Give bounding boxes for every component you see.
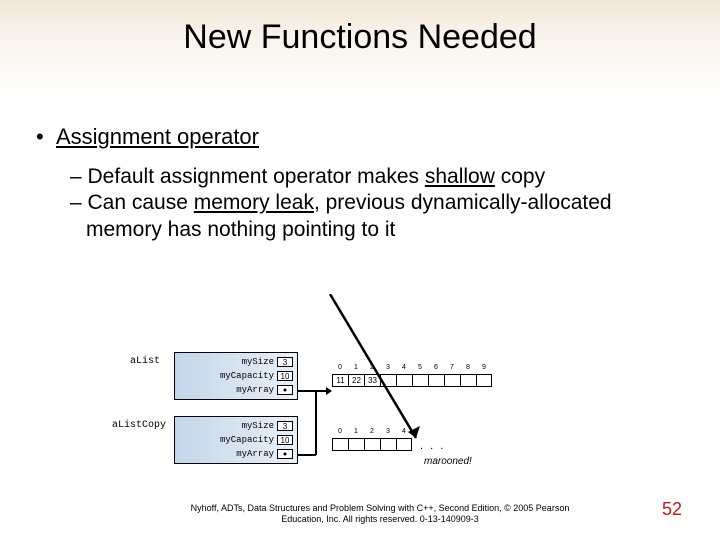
footer: Nyhoff, ADTs, Data Structures and Proble…	[0, 503, 720, 526]
obj1-ptr	[277, 385, 293, 395]
obj2-block: mySize3 myCapacity10 myArray	[174, 416, 298, 464]
ptr-arrow-obj2-seg1	[298, 454, 316, 456]
l2-1-prefix: Default assignment operator makes	[88, 165, 425, 188]
obj2-ptr	[277, 449, 293, 459]
obj2-cap-label: myCapacity	[220, 435, 274, 445]
l2-1-suffix: copy	[495, 165, 545, 188]
obj1-name: aList	[130, 356, 160, 367]
bullet-l2-line2: Can cause memory leak, previous dynamica…	[70, 190, 686, 243]
cite-line1: Nyhoff, ADTs, Data Structures and Proble…	[191, 503, 570, 513]
l2-2-prefix: Can cause	[88, 191, 194, 214]
obj1-cap-val: 10	[277, 371, 293, 381]
content-area: Assignment operator Default assignment o…	[36, 124, 686, 243]
memory-diagram: aList mySize3 myCapacity10 myArray 01234…	[140, 352, 580, 480]
obj2-cap-val: 10	[277, 435, 293, 445]
obj2-size-label: mySize	[242, 421, 274, 431]
slide-title: New Functions Needed	[0, 0, 720, 57]
bullet-level2-group: Default assignment operator makes shallo…	[36, 164, 686, 243]
l2-2-underlined: memory leak	[194, 191, 314, 214]
ptr-arrow-obj2-seg2	[315, 390, 317, 455]
bullet-level1: Assignment operator	[36, 124, 686, 150]
obj1-cap-label: myCapacity	[220, 371, 274, 381]
bullet-l1-text: Assignment operator	[56, 124, 259, 149]
obj1-arr-label: myArray	[236, 385, 274, 395]
cite-line2: Education, Inc. All rights reserved. 0-1…	[281, 514, 479, 524]
citation: Nyhoff, ADTs, Data Structures and Proble…	[100, 503, 660, 526]
marooned-label: marooned!	[424, 456, 472, 467]
obj2-arr-label: myArray	[236, 449, 274, 459]
slide: New Functions Needed Assignment operator…	[0, 0, 720, 540]
leak-arrow-icon	[320, 294, 450, 454]
obj1-size-val: 3	[277, 357, 293, 367]
obj2-size-val: 3	[277, 421, 293, 431]
page-number: 52	[662, 499, 682, 520]
obj1-block: mySize3 myCapacity10 myArray	[174, 352, 298, 400]
bullet-l2-line1: Default assignment operator makes shallo…	[70, 164, 686, 190]
obj1-size-label: mySize	[242, 357, 274, 367]
l2-1-underlined: shallow	[425, 165, 495, 188]
obj2-name: aListCopy	[112, 420, 166, 431]
